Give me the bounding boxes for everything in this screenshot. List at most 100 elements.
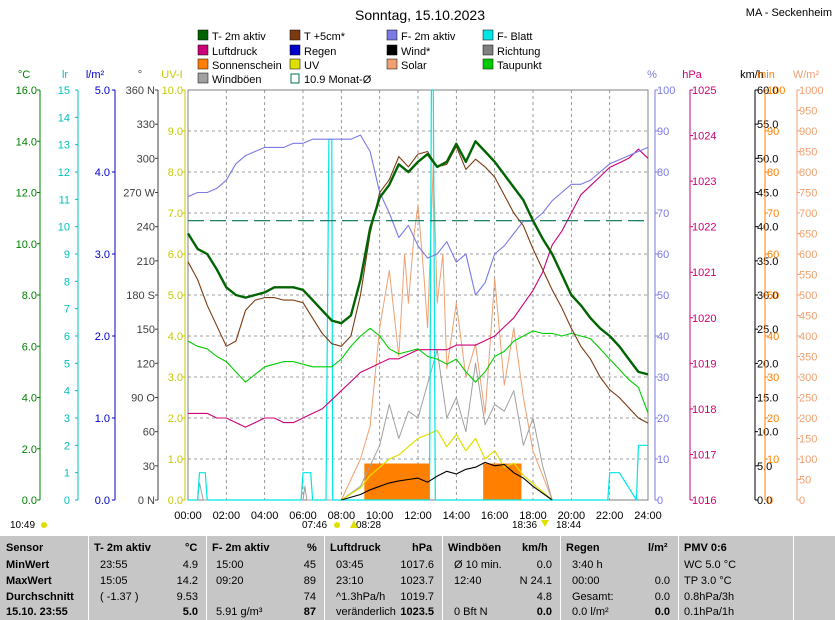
hdr-pmv: PMV 0:6 [684,542,727,554]
legend-label: UV [304,60,320,72]
legend-label: T +5cm* [304,31,346,43]
kmh-tick-label: 50.0 [757,153,778,165]
hdr-t2m-unit: °C [185,542,198,554]
stat-f2m-time: 09:20 [216,575,244,587]
wm2-tick-label: 600 [799,249,817,261]
percent-tick-label: 30 [657,372,669,384]
sunset-label: 18:44 [556,520,581,531]
stat-wind-val: 4.8 [536,591,552,603]
stat-regen-val: 0.0 [654,575,670,587]
rain-tick-label: 3.0 [95,249,110,261]
legend-label: Taupunkt [497,60,542,72]
uv-tick-label: 10.0 [162,85,183,97]
legend-swatch [289,58,301,70]
uv-tick-label: 9.0 [168,126,183,138]
kmh-tick-label: 55.0 [757,119,778,131]
hpa-tick-label: 1018 [692,404,716,416]
stat-regen-time: 0.0 l/m² [572,606,609,618]
percent-tick-label: 20 [657,413,669,425]
stat-t2m-val: 14.2 [176,575,198,587]
uv-tick-label: 6.0 [168,249,183,261]
wm2-tick-label: 0 [799,495,805,507]
direction-tick-label: 0 N [138,495,155,507]
hdr-luft-unit: hPa [412,542,433,554]
percent-tick-label: 80 [657,167,669,179]
stat-f2m-val: 89 [303,575,316,587]
x-tick-label: 20:00 [558,510,586,522]
uv-tick-label: 5.0 [168,290,183,302]
stat-luft-val: 1017.6 [400,559,434,571]
stat-wind-text: 12:40 [454,575,482,587]
hpa-tick-label: 1025 [692,85,716,97]
celsius-tick-label: 0.0 [22,495,37,507]
wm2-tick-label: 450 [799,311,817,323]
kmh-tick-label: 0.0 [757,495,772,507]
lr-tick-label: 10 [58,222,70,234]
hpa-tick-label: 1020 [692,313,716,325]
direction-tick-label: 270 W [123,188,155,200]
x-tick-label: 18:00 [519,510,547,522]
legend-swatch [289,29,301,41]
uv-tick-label: 1.0 [168,454,183,466]
direction-tick-label: 30 [143,461,155,473]
series-t-5cm- [187,145,649,424]
rain-tick-label: 4.0 [95,167,110,179]
celsius-unit-label: °C [18,69,30,81]
hpa-tick-label: 1016 [692,495,716,507]
series-solar [340,163,553,501]
stat-regen-time: 00:00 [572,575,600,587]
percent-tick-label: 90 [657,126,669,138]
legend-swatch [386,58,398,70]
stat-wind-val: 0.0 [536,559,552,571]
uv-tick-label: 0.0 [168,495,183,507]
minutes-tick-label: 100 [767,85,785,97]
direction-tick-label: 150 [137,324,155,336]
celsius-tick-label: 6.0 [22,341,37,353]
direction-tick-label: 360 N [126,85,155,97]
hpa-unit-label: hPa [682,69,702,81]
legend-label: F- 2m aktiv [401,31,456,43]
stat-regen-time: 3:40 h [572,559,603,571]
lr-tick-label: 11 [59,194,70,206]
stat-f2m-val: 87 [303,606,316,618]
wm2-tick-label: 550 [799,270,817,282]
lr-tick-label: 15 [58,85,70,97]
legend-label: Luftdruck [212,46,258,58]
percent-tick-label: 60 [657,249,669,261]
stat-wind-val: 0.0 [536,606,552,618]
minutes-tick-label: 60 [767,249,779,261]
sunrise-arrow-icon [350,520,358,528]
minutes-tick-label: 30 [767,372,779,384]
x-tick-label: 24:00 [634,510,662,522]
x-tick-label: 04:00 [251,510,279,522]
stat-luft-time: 23:10 [336,575,364,587]
x-tick-label: 14:00 [443,510,471,522]
direction-tick-label: 210 [137,256,155,268]
legend-swatch [197,72,209,84]
lr-tick-label: 13 [58,140,70,152]
celsius-tick-label: 8.0 [22,290,37,302]
wm2-tick-label: 400 [799,331,817,343]
stat-t2m-time: 15:05 [100,575,128,587]
kmh-tick-label: 30.0 [757,290,778,302]
uv-tick-label: 7.0 [168,208,183,220]
uv-tick-label: 8.0 [168,167,183,179]
lr-tick-label: 2 [64,440,70,452]
x-tick-label: 22:00 [596,510,624,522]
stat-wind-text: Ø 10 min. [454,559,502,571]
stat-pmv: 0.8hPa/3h [684,591,735,603]
series-taupunkt [187,327,649,414]
hdr-sensor: Sensor [6,542,44,554]
wm2-tick-label: 800 [799,167,817,179]
minutes-unit-label: min [757,69,775,81]
series-luftdruck [188,148,649,428]
hpa-tick-label: 1024 [692,131,716,143]
celsius-tick-label: 14.0 [16,136,37,148]
sunset-label: 18:36 [512,520,537,531]
wm2-tick-label: 350 [799,352,817,364]
uv-tick-label: 2.0 [168,413,183,425]
minutes-tick-label: 50 [767,290,779,302]
chart-axes: 00:00 02:00 04:00 06:00 08:00 10:00 12:00 14:00… [16,69,824,522]
wm2-tick-label: 650 [799,229,817,241]
minutes-tick-label: 0 [767,495,773,507]
